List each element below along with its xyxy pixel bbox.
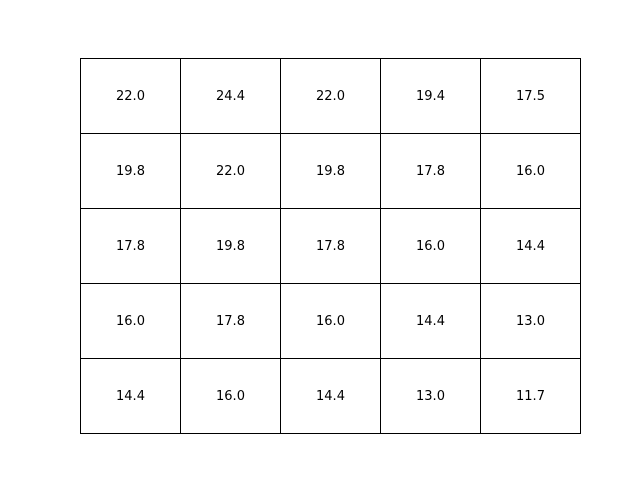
table-cell: 14.4 (380, 283, 481, 359)
table-cell: 13.0 (480, 283, 581, 359)
table-body: 22.0 24.4 22.0 19.4 17.5 19.8 22.0 19.8 17.8 16.0… (80, 58, 581, 434)
table-cell: 17.8 (380, 133, 481, 209)
table-cell: 19.8 (80, 133, 181, 209)
table-cell: 17.8 (280, 208, 381, 284)
table-cell: 22.0 (180, 133, 281, 209)
table-row: 16.0 17.8 16.0 14.4 13.0 (80, 283, 581, 359)
table-cell: 14.4 (80, 358, 181, 434)
table-cell: 16.0 (180, 358, 281, 434)
table-row: 14.4 16.0 14.4 13.0 11.7 (80, 358, 581, 434)
table-cell: 13.0 (380, 358, 481, 434)
table-cell: 24.4 (180, 58, 281, 134)
table-cell: 11.7 (480, 358, 581, 434)
table-row: 17.8 19.8 17.8 16.0 14.4 (80, 208, 581, 284)
table-cell: 22.0 (80, 58, 181, 134)
table-row: 22.0 24.4 22.0 19.4 17.5 (80, 58, 581, 134)
table-cell: 22.0 (280, 58, 381, 134)
table-cell: 19.4 (380, 58, 481, 134)
table-cell: 16.0 (380, 208, 481, 284)
table-cell: 17.5 (480, 58, 581, 134)
table-cell: 16.0 (480, 133, 581, 209)
table-cell: 17.8 (180, 283, 281, 359)
table-cell: 19.8 (280, 133, 381, 209)
table-cell: 17.8 (80, 208, 181, 284)
table-cell: 19.8 (180, 208, 281, 284)
value-table: 22.0 24.4 22.0 19.4 17.5 19.8 22.0 19.8 17.8 16.0… (80, 58, 581, 434)
table-cell: 16.0 (80, 283, 181, 359)
table-cell: 16.0 (280, 283, 381, 359)
table-cell: 14.4 (280, 358, 381, 434)
table-cell: 14.4 (480, 208, 581, 284)
table-row: 19.8 22.0 19.8 17.8 16.0 (80, 133, 581, 209)
